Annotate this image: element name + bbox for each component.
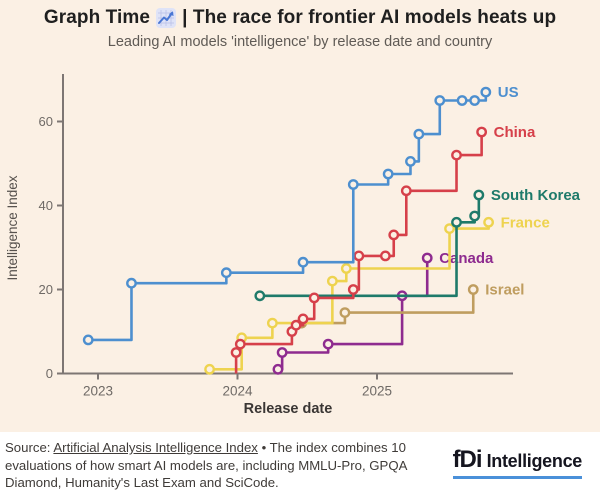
x-tick-label: 2023: [83, 384, 113, 399]
series-label-china: China: [494, 124, 536, 141]
logo-underline: [452, 476, 582, 479]
data-point-us: [347, 179, 359, 190]
chart-area: 0 20 40 60 2023 2024 2025 Intelligence Index Rel…: [0, 60, 600, 432]
title-rest: | The race for frontier AI models heats …: [182, 7, 557, 28]
data-point-us: [413, 128, 425, 140]
chart-header: Graph Time | The race for frontier AI mo…: [0, 0, 600, 50]
data-point-france: [326, 275, 338, 287]
data-point-china: [234, 338, 246, 350]
data-point-us: [405, 156, 416, 167]
page-title: Graph Time | The race for frontier AI mo…: [0, 7, 600, 29]
series-line-us: [88, 92, 488, 342]
y-tick-label: 20: [39, 282, 53, 297]
data-point-south-korea: [451, 216, 462, 228]
chart-subtitle: Leading AI models 'intelligence' by rele…: [107, 34, 493, 50]
data-point-france: [204, 363, 216, 375]
data-point-us: [220, 267, 232, 279]
data-point-china: [308, 292, 320, 304]
step-line-chart: 0 20 40 60 2023 2024 2025 Intelligence Index Rel…: [5, 74, 581, 417]
data-point-france: [444, 223, 455, 235]
data-point-france: [483, 216, 494, 228]
y-axis-label: Intelligence Index: [5, 175, 20, 280]
data-point-france: [266, 317, 278, 329]
data-point-south-korea: [254, 290, 266, 302]
data-point-china: [476, 126, 488, 138]
source-prefix: Source:: [5, 440, 54, 455]
data-point-us: [480, 86, 492, 98]
data-point-us: [456, 95, 468, 106]
fdi-logo: fDi Intelligence: [452, 446, 583, 479]
data-point-china: [353, 250, 365, 262]
data-point-france: [340, 263, 352, 274]
data-point-south-korea: [473, 189, 485, 201]
data-point-china: [230, 347, 242, 358]
data-point-canada: [421, 252, 433, 264]
data-point-israel: [339, 307, 351, 319]
data-point-us: [297, 256, 309, 268]
data-point-us: [382, 168, 394, 180]
series-label-israel: Israel: [485, 282, 524, 299]
data-point-china: [379, 250, 391, 262]
data-point-us: [469, 95, 481, 106]
data-point-china: [297, 313, 309, 325]
title-prefix: Graph Time: [43, 7, 151, 28]
series-label-france: France: [501, 214, 550, 231]
x-axis-label: Release date: [244, 401, 333, 417]
data-point-canada: [322, 338, 334, 350]
chart-increasing-icon: [156, 8, 177, 28]
source-rest: • The index combines 10 evaluations of h…: [5, 440, 407, 490]
fdi-logo-mark: fDi: [452, 446, 483, 473]
data-point-israel: [467, 284, 479, 295]
series-label-us: US: [498, 84, 519, 101]
data-point-china: [451, 149, 462, 161]
data-point-us: [126, 277, 137, 289]
series-line-south-korea: [259, 195, 481, 298]
source-text: Source: Artificial Analysis Intelligence…: [5, 439, 445, 492]
y-tick-label: 40: [39, 198, 53, 213]
fdi-logo-word: Intelligence: [486, 451, 583, 471]
data-point-us: [434, 95, 446, 106]
data-point-china: [347, 284, 359, 295]
source-link[interactable]: Artificial Analysis Intelligence Index: [53, 440, 258, 455]
data-point-canada: [272, 363, 284, 375]
y-tick-label: 60: [39, 114, 53, 129]
footer-bar: Source: Artificial Analysis Intelligence…: [0, 432, 600, 498]
y-tick-label: 0: [46, 366, 53, 381]
fdi-logo-text: fDi Intelligence: [452, 446, 583, 474]
data-point-us: [82, 334, 94, 346]
x-tick-label: 2024: [222, 384, 253, 399]
data-point-canada: [276, 347, 288, 358]
data-point-south-korea: [469, 210, 481, 222]
series-label-south-korea: South Korea: [491, 187, 581, 204]
series-label-canada: Canada: [439, 250, 494, 267]
x-tick-label: 2025: [362, 384, 392, 399]
data-point-china: [290, 319, 302, 331]
data-point-china: [400, 185, 412, 197]
data-point-china: [388, 229, 400, 241]
